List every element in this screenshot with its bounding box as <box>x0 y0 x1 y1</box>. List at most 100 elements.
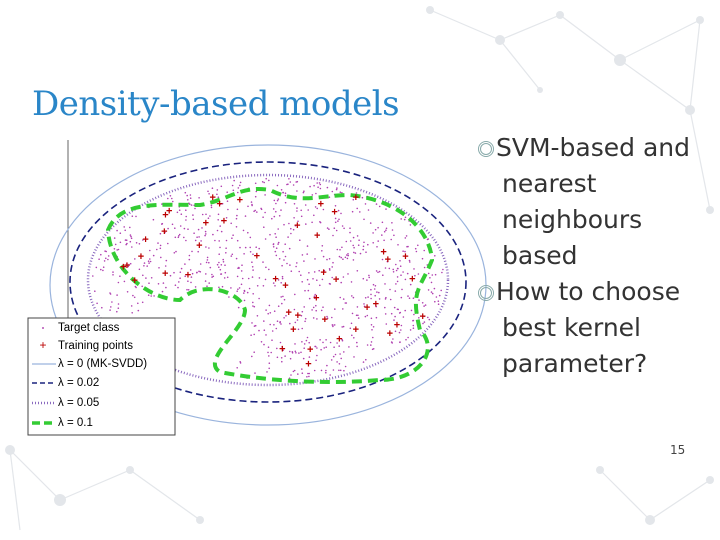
point <box>377 271 379 274</box>
point <box>337 209 340 212</box>
point <box>301 372 304 375</box>
point <box>438 294 441 297</box>
point <box>388 267 391 270</box>
point <box>321 250 323 252</box>
point <box>308 272 310 274</box>
point <box>187 280 189 283</box>
point <box>141 285 143 288</box>
point <box>378 291 380 294</box>
point <box>277 305 280 308</box>
point <box>237 288 239 291</box>
point <box>424 304 427 306</box>
point <box>208 193 210 195</box>
point <box>101 306 103 309</box>
point <box>393 234 395 237</box>
point <box>289 264 291 266</box>
point <box>174 236 177 239</box>
point <box>148 262 150 264</box>
point <box>289 350 291 353</box>
point <box>311 194 314 196</box>
point <box>406 272 409 275</box>
point <box>265 309 267 311</box>
point <box>268 179 270 182</box>
point <box>199 271 202 273</box>
point <box>301 327 304 330</box>
point <box>161 223 163 225</box>
point <box>390 238 393 241</box>
point <box>304 317 307 320</box>
point <box>230 255 233 257</box>
point <box>107 258 109 261</box>
point <box>153 295 155 297</box>
point <box>326 317 329 320</box>
bullet-list: SVM-based and nearest neighbours based H… <box>478 130 714 382</box>
point <box>263 320 265 322</box>
point <box>239 246 241 249</box>
point <box>273 310 276 313</box>
point <box>247 231 249 234</box>
point <box>96 302 98 305</box>
point <box>339 369 342 372</box>
point <box>293 308 296 311</box>
point <box>423 321 426 323</box>
point <box>391 229 394 231</box>
point <box>180 213 183 215</box>
point <box>143 262 146 264</box>
point <box>254 209 256 212</box>
point <box>236 239 239 242</box>
point <box>103 260 106 262</box>
point <box>283 298 286 301</box>
point <box>440 289 443 292</box>
point <box>281 346 284 348</box>
point <box>332 234 334 237</box>
point <box>281 264 283 267</box>
point <box>326 315 328 318</box>
point <box>273 199 276 202</box>
point <box>355 192 358 194</box>
point <box>370 344 372 346</box>
point <box>296 207 298 209</box>
point <box>427 289 430 291</box>
point <box>339 191 342 193</box>
point <box>397 244 399 246</box>
point <box>265 334 267 336</box>
point <box>366 279 368 281</box>
point <box>204 234 206 237</box>
point <box>353 356 355 358</box>
point <box>370 288 372 291</box>
point <box>356 270 359 272</box>
point <box>351 312 354 315</box>
point <box>192 214 194 216</box>
point <box>201 227 203 229</box>
point <box>396 276 399 278</box>
point <box>119 275 121 278</box>
point <box>191 250 193 253</box>
point <box>236 290 238 293</box>
point <box>262 285 265 287</box>
point <box>284 355 286 357</box>
point <box>269 312 272 314</box>
point <box>334 221 337 224</box>
point <box>263 329 266 332</box>
point <box>135 242 138 244</box>
point <box>272 282 275 284</box>
point <box>335 188 338 191</box>
point <box>294 293 296 296</box>
point <box>123 226 125 228</box>
point <box>330 359 333 361</box>
point <box>283 317 285 319</box>
point <box>179 271 182 274</box>
point <box>148 282 150 285</box>
point <box>275 247 278 249</box>
point <box>304 204 307 206</box>
point <box>240 283 243 286</box>
point <box>281 360 283 363</box>
point <box>216 193 218 196</box>
point <box>228 296 230 298</box>
point <box>404 278 407 281</box>
point <box>366 344 369 346</box>
point <box>384 267 387 269</box>
point <box>351 210 354 213</box>
point <box>164 265 167 267</box>
